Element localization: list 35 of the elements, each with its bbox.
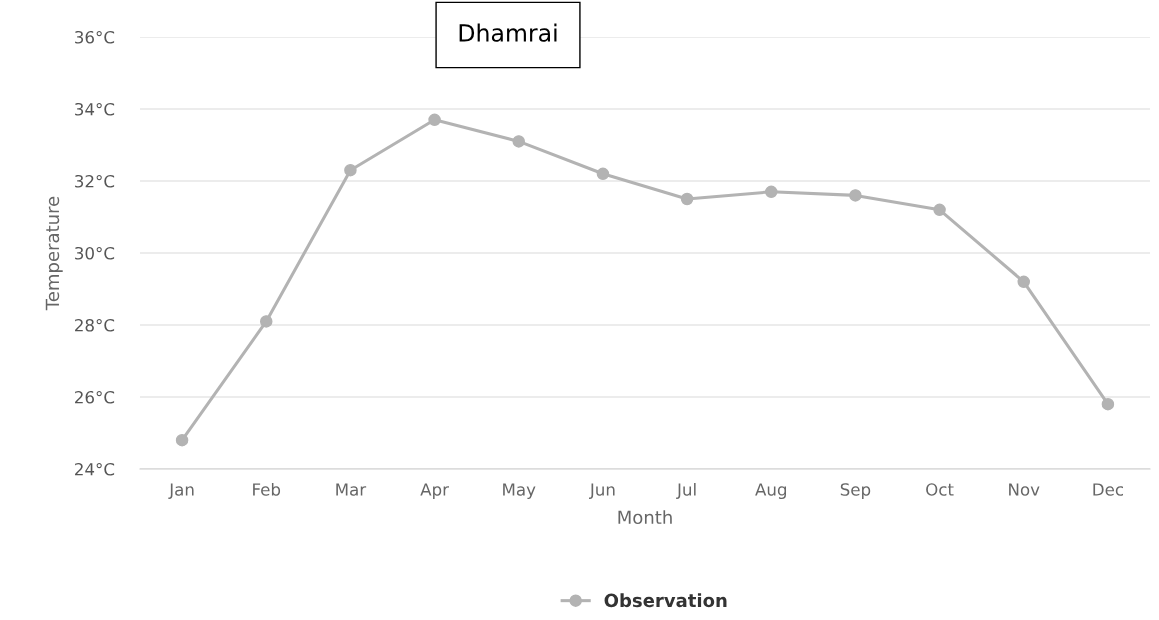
point [344, 163, 357, 177]
point [428, 113, 441, 127]
x-tick-label: Nov [1009, 483, 1040, 496]
point [175, 433, 189, 447]
point [259, 315, 273, 328]
y-axis-title: Temperature [45, 196, 63, 311]
x-tick-label: Apr [420, 483, 449, 500]
y-tick-label: 28°C [75, 318, 115, 332]
point [933, 203, 946, 217]
y-tick-label: 24°C [75, 462, 115, 476]
x-tick-label: Jan [168, 483, 194, 499]
point [596, 167, 610, 181]
point [1017, 275, 1031, 289]
point [680, 192, 694, 206]
point [512, 135, 526, 148]
point [849, 189, 862, 202]
x-axis-title: Month [618, 510, 672, 525]
x-tick-label: Aug [755, 483, 787, 500]
x-tick-label: Jun [589, 483, 615, 499]
x-tick-label: Oct [926, 483, 954, 496]
x-tick-label: Sep [840, 483, 871, 500]
x-tick-label: Dec [1093, 483, 1124, 496]
y-tick-label: 26°C [75, 390, 115, 404]
y-tick-label: 30°C [75, 246, 115, 260]
y-tick-label: 32°C [75, 174, 115, 188]
point [1101, 397, 1115, 411]
x-tick-label: Feb [253, 482, 281, 496]
point [764, 185, 778, 199]
y-tick-label: 34°C [75, 102, 115, 116]
x-tick-label: Mar [336, 483, 367, 496]
legend-label: Observation [604, 593, 727, 608]
x-tick-label: Jul [676, 482, 696, 499]
y-tick-label: 36°C [75, 30, 115, 44]
chart-title: Dhamrai [459, 23, 557, 42]
x-tick-label: May [503, 483, 536, 500]
